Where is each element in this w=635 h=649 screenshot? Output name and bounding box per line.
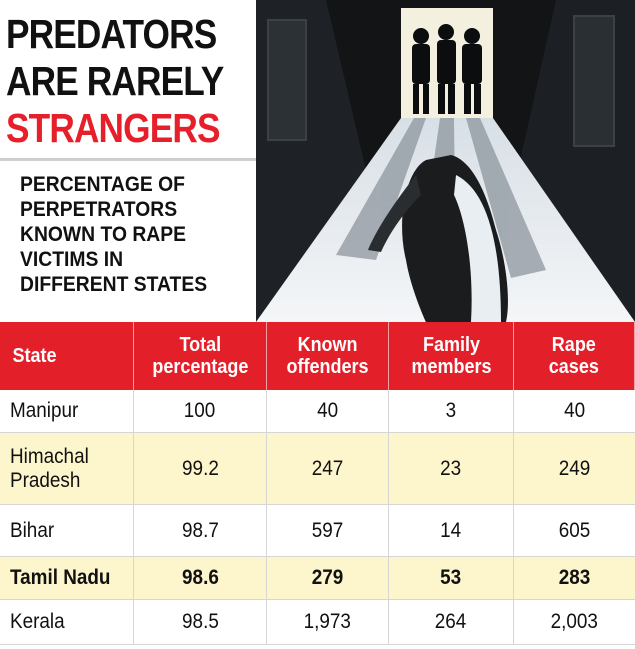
cell-value: 2,003 — [550, 610, 599, 633]
state-cell: Bihar — [0, 505, 134, 557]
value-cell: 23 — [389, 433, 514, 505]
column-header: Family members — [389, 322, 514, 390]
value-cell: 40 — [267, 390, 389, 433]
cell-value: 100 — [184, 399, 216, 422]
value-cell: 605 — [514, 505, 635, 557]
state-cell: Manipur — [0, 390, 134, 433]
cell-value: 279 — [311, 566, 344, 589]
table-row: Himachal Pradesh 99.2 247 23 249 — [0, 433, 635, 505]
value-cell: 279 — [267, 557, 389, 600]
header: PREDATORS ARE RARELY STRANGERS PERCENTAG… — [0, 0, 635, 322]
cell-value: 98.6 — [181, 566, 219, 589]
value-cell: 264 — [389, 600, 514, 645]
value-cell: 14 — [389, 505, 514, 557]
state-cell: Kerala — [0, 600, 134, 645]
value-cell: 2,003 — [514, 600, 635, 645]
cell-value: 23 — [440, 456, 462, 480]
table-header-row: State Total percentage Known offenders Fami… — [0, 322, 635, 390]
illustration — [256, 0, 635, 322]
cell-value: 283 — [558, 566, 591, 589]
cell-value: 247 — [311, 456, 344, 480]
title-line-1: PREDATORS — [6, 11, 217, 57]
state-cell: Tamil Nadu — [0, 557, 134, 600]
column-header-label: State — [12, 345, 57, 367]
value-cell: 98.6 — [134, 557, 267, 600]
cell-value: 40 — [316, 399, 339, 422]
value-cell: 249 — [514, 433, 635, 505]
value-cell: 597 — [267, 505, 389, 557]
value-cell: 1,973 — [267, 600, 389, 645]
cell-value: 597 — [311, 518, 344, 542]
cell-value: 264 — [435, 610, 467, 633]
corridor-illustration — [256, 0, 635, 322]
cell-value: 40 — [563, 399, 586, 422]
table-row: Bihar 98.7 597 14 605 — [0, 505, 635, 557]
cell-value: Tamil Nadu — [10, 566, 111, 589]
column-header-label: Rape cases — [548, 334, 600, 378]
cell-value: 1,973 — [303, 610, 352, 633]
silhouette-figures — [412, 24, 482, 114]
cell-value: 14 — [440, 518, 462, 542]
value-cell: 3 — [389, 390, 514, 433]
column-header: Rape cases — [514, 322, 635, 390]
column-header: Total percentage — [134, 322, 267, 390]
woman-figure — [368, 155, 508, 322]
column-header: State — [0, 322, 134, 390]
cell-value: 605 — [558, 518, 591, 542]
cell-value: Manipur — [10, 399, 79, 422]
cell-value: Bihar — [10, 518, 55, 542]
cell-value: 98.7 — [181, 518, 219, 542]
title-divider — [0, 158, 256, 161]
value-cell: 99.2 — [134, 433, 267, 505]
value-cell: 40 — [514, 390, 635, 433]
title-block: PREDATORS ARE RARELY STRANGERS — [0, 0, 256, 161]
value-cell: 100 — [134, 390, 267, 433]
cell-value: 98.5 — [181, 610, 219, 633]
value-cell: 98.5 — [134, 600, 267, 645]
column-header-label: Total percentage — [151, 334, 249, 378]
cell-value: 249 — [558, 456, 591, 480]
value-cell: 283 — [514, 557, 635, 600]
column-header-label: Family members — [410, 334, 492, 378]
data-table: State Total percentage Known offenders Fami… — [0, 322, 635, 649]
cell-value: Kerala — [10, 610, 65, 633]
title-line-2: ARE RARELY — [6, 58, 224, 104]
column-header: Known offenders — [267, 322, 389, 390]
cell-value: 99.2 — [181, 456, 219, 480]
table-row: Kerala 98.5 1,973 264 2,003 — [0, 600, 635, 645]
table-row: Tamil Nadu 98.6 279 53 283 — [0, 557, 635, 600]
cell-value: 3 — [445, 399, 457, 422]
cell-value: Himachal Pradesh — [10, 444, 89, 492]
value-cell: 247 — [267, 433, 389, 505]
title-line-3: STRANGERS — [6, 105, 221, 151]
column-header-label: Known offenders — [286, 334, 369, 378]
cell-value: 53 — [440, 566, 462, 589]
state-cell: Himachal Pradesh — [0, 433, 134, 505]
table-row: Manipur 100 40 3 40 — [0, 390, 635, 433]
value-cell: 98.7 — [134, 505, 267, 557]
subtitle: PERCENTAGE OF PERPETRATORS KNOWN TO RAPE… — [20, 173, 208, 296]
value-cell: 53 — [389, 557, 514, 600]
